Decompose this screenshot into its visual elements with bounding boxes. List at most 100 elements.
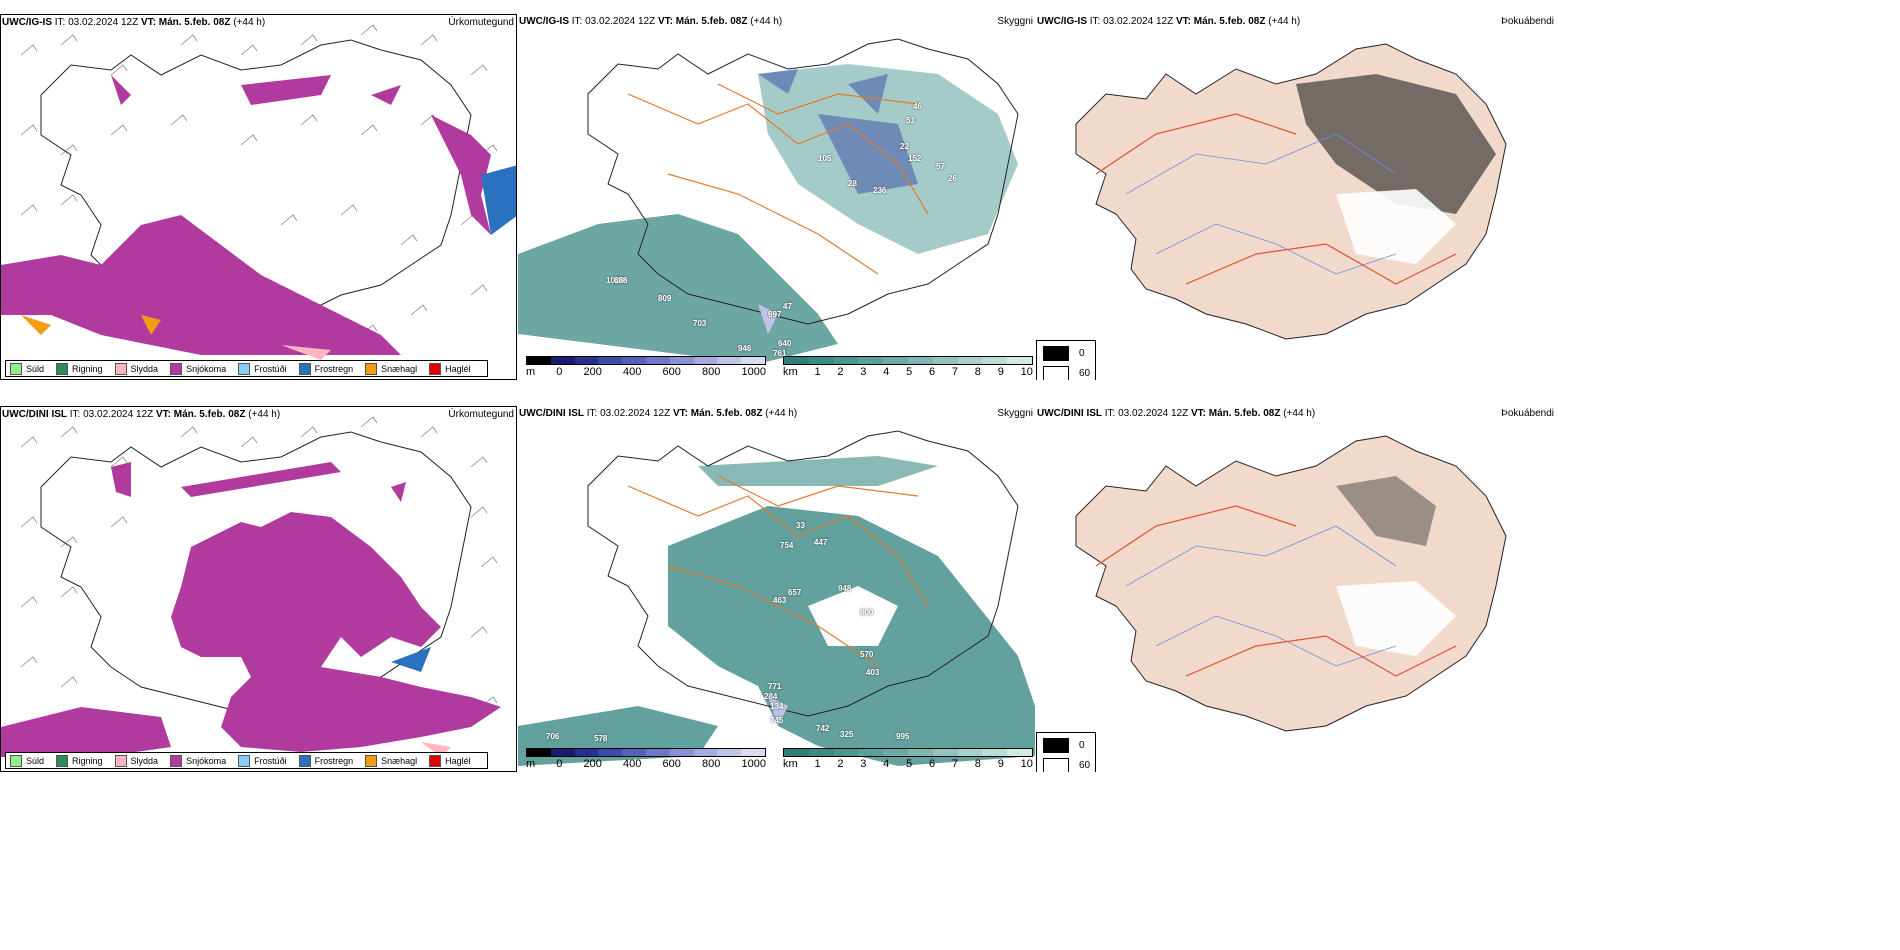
visibility-value-label: 771 (768, 682, 782, 691)
colorbar-swatch (808, 749, 834, 756)
colorbar-swatch (883, 357, 908, 364)
legend-swatch (365, 362, 378, 375)
fog-legend-item: 60 (1043, 366, 1095, 380)
colorbar-swatch (550, 357, 575, 364)
iceland-outline (587, 38, 1019, 325)
colorbar-tick: 800 (702, 366, 721, 378)
colorbar-swatch (741, 357, 765, 364)
colorbar-swatch (858, 357, 884, 364)
vis-map-top (518, 38, 1019, 364)
fog-legend: 0 60 (1036, 732, 1096, 772)
vis-panel-bottom: UWC/DINI ISL IT: 03.02.2024 12Z VT: Mán.… (518, 406, 1035, 772)
legend-label: Snjókoma (186, 363, 227, 374)
colorbar-swatch (932, 749, 958, 756)
colorbar-swatch (808, 357, 834, 364)
iceland-outline (40, 431, 472, 718)
vis-colorbar-m: m 0 200 400 600 800 1000 (526, 748, 766, 770)
colorbar-swatch (645, 749, 670, 756)
legend-swatch (114, 754, 127, 767)
panel-header: UWC/IG-IS IT: 03.02.2024 12Z VT: Mán. 5.… (2, 17, 265, 28)
colorbar-swatch (669, 749, 694, 756)
vt-value: Mán. 5.feb. 08Z (158, 17, 231, 28)
colorbar-swatch (932, 357, 958, 364)
legend-label: Slydda (130, 755, 159, 766)
fog-legend-swatch (1043, 758, 1069, 772)
panel-type-precip: Úrkomutegund (448, 17, 514, 28)
iceland-outline (587, 430, 1019, 717)
legend-swatch (238, 754, 251, 767)
legend-item: Rigning (56, 754, 103, 767)
lead-time: (+44 h) (765, 408, 798, 419)
legend-item: Frostúði (238, 362, 287, 375)
colorbar-swatch (598, 749, 623, 756)
legend-label: Snæhagl (381, 363, 418, 374)
colorbar-tick: 2 (837, 366, 844, 378)
legend-label: Frostúði (254, 363, 287, 374)
it-label: IT: (1089, 16, 1101, 27)
colorbar-tick: 0 (556, 758, 563, 770)
vt-value: Mán. 5.feb. 08Z (675, 16, 748, 27)
colorbar-tick: 10 (1020, 758, 1033, 770)
visibility-value-label: 948 (838, 584, 852, 593)
visibility-value-label: 403 (866, 668, 880, 677)
colorbar-tick: 9 (997, 758, 1004, 770)
colorbar-swatch (574, 357, 599, 364)
colorbar-tick: 6 (928, 366, 936, 378)
colorbar-tick: 5 (906, 366, 913, 378)
visibility-value-label: 570 (860, 650, 874, 659)
legend-swatch (114, 362, 127, 375)
colorbar-tick: 7 (951, 758, 959, 770)
legend-item: Rigning (56, 362, 103, 375)
colorbar-unit: m (526, 366, 536, 378)
colorbar-tick: 600 (662, 366, 681, 378)
legend-swatch (365, 754, 378, 767)
fog-legend-item: 0 (1043, 346, 1095, 361)
colorbar-swatch (957, 357, 983, 364)
legend-item: Slydda (114, 754, 159, 767)
visibility-value-label: 57 (936, 162, 945, 171)
colorbar-swatch (693, 357, 718, 364)
colorbar-tick: 600 (662, 758, 681, 770)
visibility-value-label: 152 (908, 154, 922, 163)
colorbar-swatch (957, 749, 983, 756)
fog-legend-item: 0 (1043, 738, 1095, 753)
legend-swatch (298, 754, 311, 767)
precip-map-top (1, 24, 516, 360)
panel-type-fog: Þokuábendi (1501, 408, 1554, 419)
colorbar-km-ticks: km 1 2 3 4 5 6 7 8 9 10 (783, 366, 1033, 378)
vt-value: Mán. 5.feb. 08Z (173, 409, 246, 420)
it-value: 03.02.2024 12Z (1118, 408, 1189, 419)
colorbar-tick: 0 (556, 366, 563, 378)
legend-label: Frostregn (314, 755, 354, 766)
colorbar-km-swatches (783, 356, 1033, 365)
visibility-value-label: 800 (860, 608, 874, 617)
fog-legend-item: 60 (1043, 758, 1095, 772)
panel-header: UWC/IG-IS IT: 03.02.2024 12Z VT: Mán. 5.… (1037, 16, 1300, 27)
colorbar-tick: 3 (860, 758, 867, 770)
legend-item: Snæhagl (365, 362, 418, 375)
colorbar-tick: 1 (814, 758, 821, 770)
model-name: UWC/DINI ISL (519, 408, 584, 419)
legend-swatch (298, 362, 311, 375)
fog-map-bottom (1075, 435, 1507, 732)
it-label: IT: (69, 409, 81, 420)
precip-legend: Súld Rigning Slydda Snjókoma Frostúði Frostre… (5, 360, 488, 377)
panel-type-fog: Þokuábendi (1501, 16, 1554, 27)
colorbar-swatch (645, 357, 670, 364)
it-value: 03.02.2024 12Z (83, 409, 154, 420)
vt-value: Mán. 5.feb. 08Z (690, 408, 763, 419)
panel-type-precip: Úrkomutegund (448, 409, 514, 420)
fog-panel-bottom: UWC/DINI ISL IT: 03.02.2024 12Z VT: Mán.… (1036, 406, 1556, 772)
visibility-value-label: 946 (738, 344, 752, 353)
colorbar-tick: 200 (583, 758, 602, 770)
colorbar-swatch (527, 749, 551, 756)
visibility-value-label: 703 (693, 319, 707, 328)
visibility-value-label: 657 (788, 588, 802, 597)
visibility-value-label: 447 (814, 538, 828, 547)
colorbar-swatch (833, 749, 859, 756)
it-value: 03.02.2024 12Z (68, 17, 139, 28)
colorbar-tick: 400 (623, 366, 642, 378)
fog-legend-label: 60 (1079, 760, 1091, 771)
colorbar-swatch (669, 357, 694, 364)
legend-label: Rigning (72, 755, 103, 766)
